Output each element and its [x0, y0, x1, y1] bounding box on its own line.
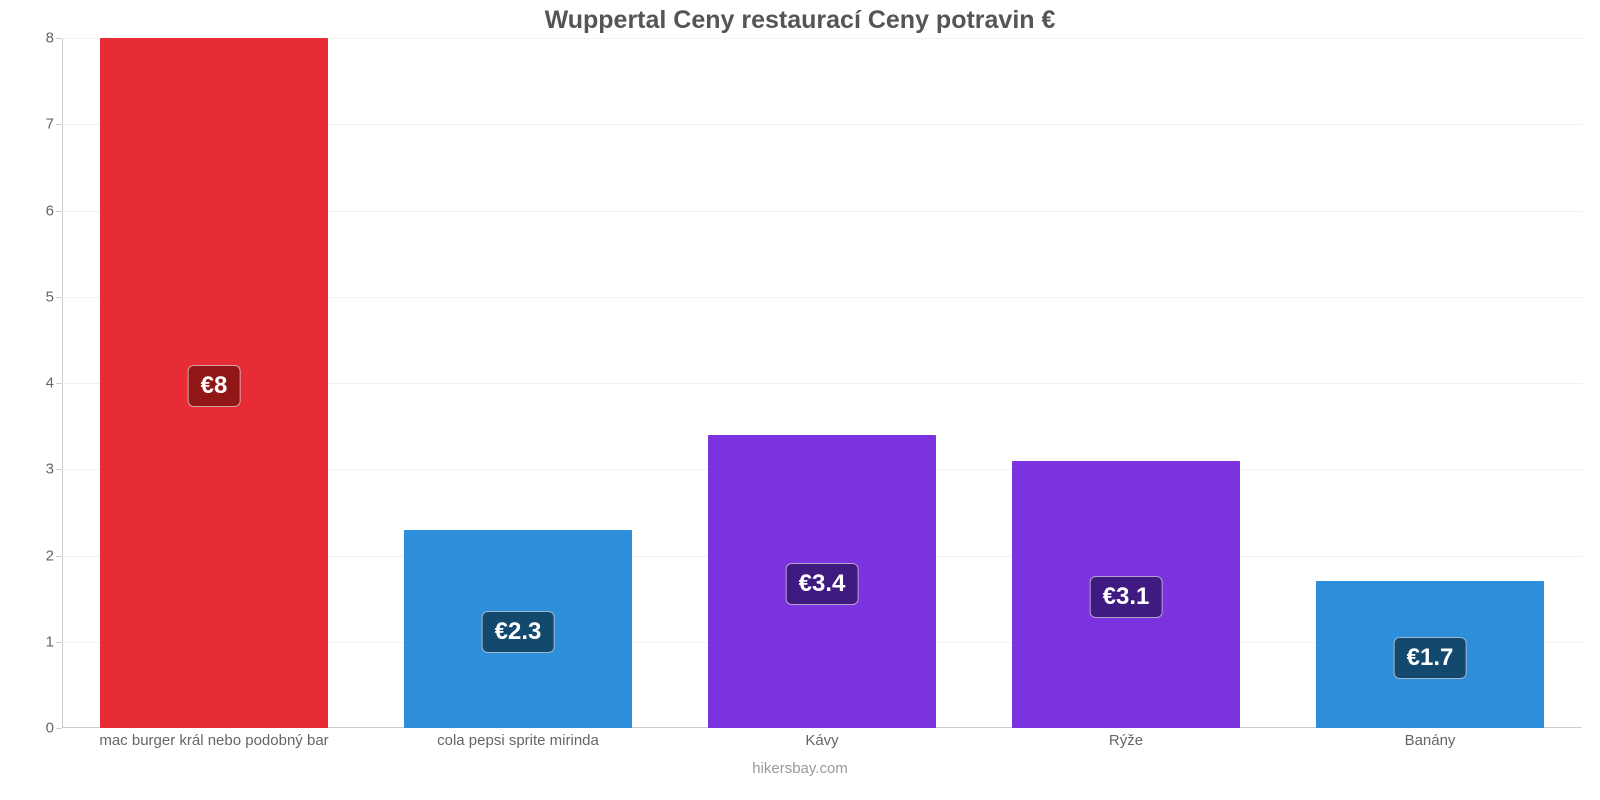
y-tick-mark [56, 124, 62, 125]
y-tick-label: 5 [14, 288, 54, 305]
y-tick-label: 2 [14, 547, 54, 564]
chart-footer: hikersbay.com [0, 760, 1600, 777]
x-tick-label: Rýže [1109, 732, 1143, 749]
y-tick-mark [56, 38, 62, 39]
y-tick-mark [56, 383, 62, 384]
y-tick-label: 1 [14, 633, 54, 650]
x-tick-label: mac burger král nebo podobný bar [99, 732, 328, 749]
price-bar-chart: Wuppertal Ceny restaurací Ceny potravin … [0, 0, 1600, 800]
y-tick-label: 7 [14, 116, 54, 133]
y-tick-label: 8 [14, 30, 54, 47]
y-tick-label: 4 [14, 375, 54, 392]
y-tick-mark [56, 297, 62, 298]
chart-title: Wuppertal Ceny restaurací Ceny potravin … [0, 6, 1600, 35]
value-badge: €3.4 [786, 563, 859, 605]
y-tick-mark [56, 728, 62, 729]
y-tick-mark [56, 211, 62, 212]
y-tick-mark [56, 642, 62, 643]
value-badge: €3.1 [1090, 576, 1163, 618]
x-tick-label: Banány [1405, 732, 1456, 749]
y-tick-label: 3 [14, 461, 54, 478]
y-tick-mark [56, 556, 62, 557]
y-tick-mark [56, 469, 62, 470]
y-tick-label: 6 [14, 202, 54, 219]
y-tick-label: 0 [14, 720, 54, 737]
plot-area: €8 €2.3 €3.4 €3.1 €1.7 [62, 38, 1582, 728]
x-tick-label: Kávy [805, 732, 838, 749]
value-badge: €1.7 [1394, 637, 1467, 679]
value-badge: €2.3 [482, 611, 555, 653]
x-tick-label: cola pepsi sprite mirinda [437, 732, 599, 749]
value-badge: €8 [188, 365, 241, 407]
